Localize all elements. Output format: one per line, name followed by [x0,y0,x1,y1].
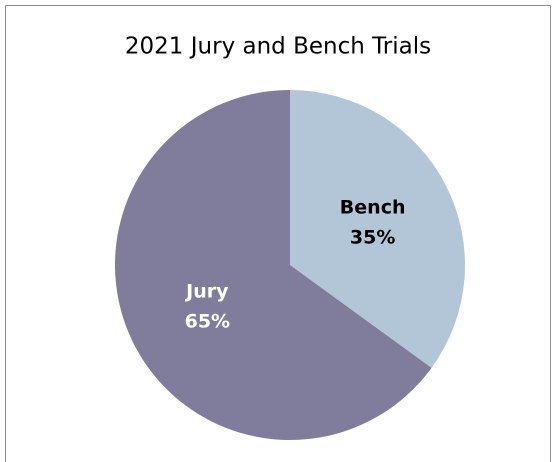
slice-label: Jury [184,281,229,303]
slice-label: Bench [340,196,406,218]
pie-slice [114,90,432,441]
pie-slice [290,90,465,368]
slice-value: 65% [185,311,230,333]
slice-value: 35% [350,226,395,248]
chart-title: 2021 Jury and Bench Trials [125,34,431,60]
